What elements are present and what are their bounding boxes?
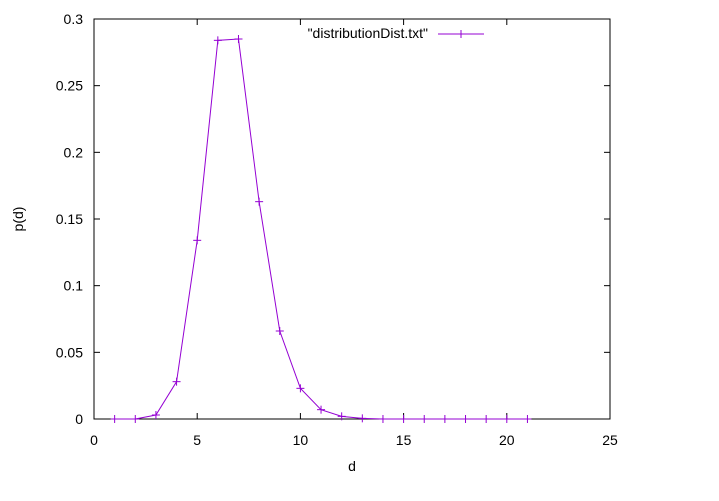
plot-frame	[93, 18, 611, 420]
x-tick-label: 0	[90, 432, 98, 448]
series-layer	[110, 35, 532, 423]
y-axis: 0 0.05 0.1 0.15 0.2 0.25 0.3	[56, 11, 610, 427]
data-point	[131, 415, 140, 423]
data-point	[378, 415, 387, 423]
data-point	[399, 415, 408, 423]
legend-label: "distributionDist.txt"	[308, 25, 428, 41]
y-axis-label: p(d)	[10, 207, 26, 232]
x-tick-label: 25	[602, 432, 618, 448]
x-tick-label: 20	[499, 432, 515, 448]
data-point	[482, 415, 491, 423]
y-tick-label: 0.15	[56, 211, 83, 227]
data-point	[317, 405, 326, 414]
data-point	[440, 415, 449, 423]
y-tick-label: 0.3	[64, 11, 84, 27]
data-point	[213, 36, 222, 45]
data-point	[461, 415, 470, 423]
data-point	[457, 30, 465, 38]
y-tick-label: 0.1	[64, 278, 84, 294]
data-point	[193, 236, 202, 245]
data-point	[234, 35, 243, 43]
x-axis: 0 5 10 15 20 25	[90, 19, 618, 448]
y-tick-label: 0.05	[56, 344, 83, 360]
y-tick-label: 0.25	[56, 78, 83, 94]
x-axis-label: d	[348, 458, 356, 474]
data-point	[255, 197, 264, 206]
y-tick-label: 0	[75, 411, 83, 427]
data-point	[420, 415, 429, 423]
data-point	[151, 411, 160, 419]
legend-marker	[457, 30, 465, 38]
legend: "distributionDist.txt"	[308, 25, 484, 41]
data-point	[172, 377, 181, 386]
data-point	[523, 415, 532, 423]
data-point	[502, 415, 511, 423]
x-tick-label: 15	[396, 432, 412, 448]
data-point	[275, 327, 284, 335]
data-point	[110, 415, 119, 423]
x-tick-label: 10	[293, 432, 309, 448]
data-point	[358, 414, 367, 423]
y-tick-label: 0.2	[64, 144, 84, 160]
data-point	[337, 412, 346, 421]
data-point	[296, 384, 305, 393]
series-line	[114, 38, 528, 420]
x-tick-label: 5	[193, 432, 201, 448]
